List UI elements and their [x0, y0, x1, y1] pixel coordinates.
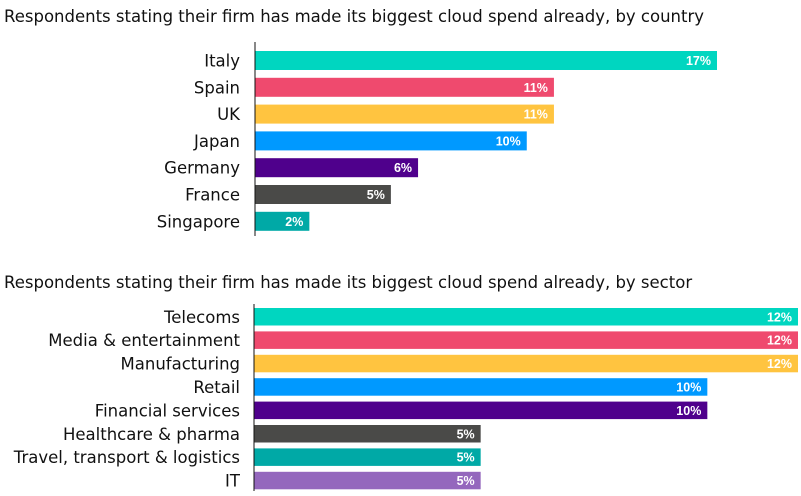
chart-title-sector: Respondents stating their firm has made … — [4, 273, 692, 292]
category-label: Travel, transport & logistics — [13, 448, 240, 467]
chart-title-country: Respondents stating their firm has made … — [4, 7, 704, 26]
bar-sector-0 — [254, 308, 798, 326]
bar-country-0 — [255, 51, 717, 70]
data-label: 12% — [767, 334, 792, 348]
data-label: 5% — [457, 474, 475, 488]
category-label: UK — [217, 105, 241, 124]
data-label: 10% — [496, 134, 521, 148]
category-label: Singapore — [157, 212, 240, 231]
category-label: Spain — [194, 78, 240, 97]
bar-sector-2 — [254, 354, 798, 373]
category-label: Germany — [164, 159, 240, 178]
bar-country-2 — [255, 104, 554, 124]
bar-sector-6 — [254, 448, 481, 466]
data-label: 6% — [394, 161, 412, 175]
category-label: France — [185, 186, 240, 205]
data-label: 5% — [457, 427, 475, 441]
category-label: IT — [225, 472, 241, 491]
bar-country-3 — [255, 131, 527, 151]
data-label: 17% — [686, 54, 711, 68]
category-label: Italy — [204, 52, 240, 71]
category-label: Financial services — [95, 401, 240, 420]
category-label: Telecoms — [163, 308, 240, 327]
bar-country-6 — [255, 211, 310, 231]
bar-sector-5 — [254, 425, 481, 443]
data-label: 12% — [767, 357, 792, 371]
data-label: 5% — [367, 188, 385, 202]
data-label: 12% — [767, 310, 792, 324]
bar-sector-1 — [254, 331, 798, 349]
category-label: Healthcare & pharma — [63, 425, 240, 444]
bar-sector-4 — [254, 401, 708, 420]
bar-country-5 — [255, 185, 391, 204]
data-label: 11% — [524, 108, 548, 122]
data-label: 10% — [676, 380, 701, 394]
bar-sector-7 — [254, 471, 481, 490]
category-label: Japan — [193, 132, 240, 151]
data-label: 10% — [676, 404, 701, 418]
bar-country-1 — [255, 77, 554, 97]
data-label: 5% — [457, 451, 475, 465]
bar-country-4 — [255, 158, 419, 178]
category-label: Retail — [193, 378, 240, 397]
data-label: 11% — [524, 81, 548, 95]
category-label: Media & entertainment — [48, 331, 240, 350]
category-label: Manufacturing — [121, 355, 240, 374]
data-label: 2% — [285, 215, 303, 229]
bar-sector-3 — [254, 378, 708, 396]
